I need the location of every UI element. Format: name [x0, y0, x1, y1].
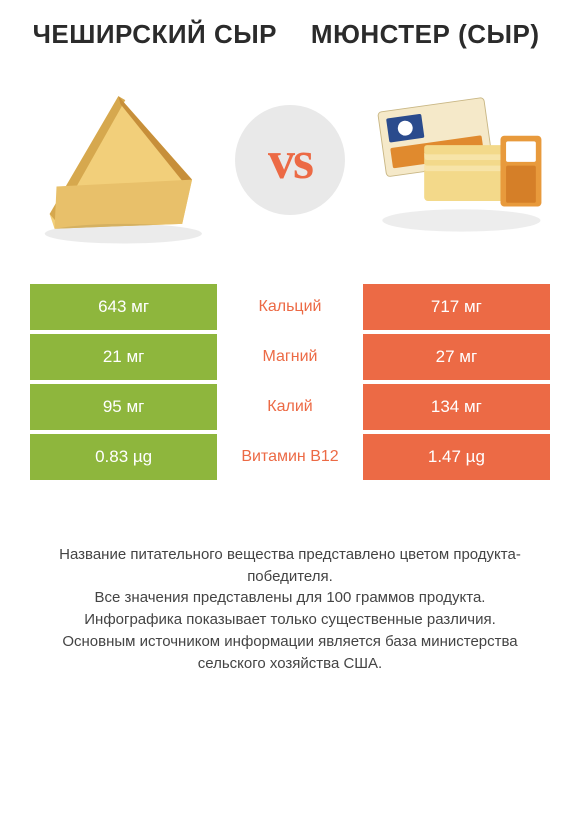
cheese-wedge-icon — [30, 75, 207, 245]
nutrient-name-cell: Витамин B12 — [217, 434, 363, 480]
left-value-cell: 95 мг — [30, 384, 217, 430]
left-product-image — [30, 75, 207, 245]
table-row: 21 мгМагний27 мг — [30, 334, 550, 380]
table-row: 0.83 µgВитамин B121.47 µg — [30, 434, 550, 480]
nutrient-name-cell: Калий — [217, 384, 363, 430]
left-value-cell: 21 мг — [30, 334, 217, 380]
comparison-table: 643 мгКальций717 мг21 мгМагний27 мг95 мг… — [30, 280, 550, 484]
packaged-cheese-icon — [373, 75, 550, 245]
left-product-title: ЧЕШИРСКИЙ СЫР — [30, 20, 280, 50]
right-value-cell: 717 мг — [363, 284, 550, 330]
right-value-cell: 134 мг — [363, 384, 550, 430]
vs-text: vs — [268, 129, 312, 191]
table-row: 95 мгКалий134 мг — [30, 384, 550, 430]
left-value-cell: 0.83 µg — [30, 434, 217, 480]
right-value-cell: 1.47 µg — [363, 434, 550, 480]
right-product-image — [373, 75, 550, 245]
comparison-infographic: ЧЕШИРСКИЙ СЫР МЮНСТЕР (СЫР) vs — [0, 0, 580, 814]
nutrient-name-cell: Кальций — [217, 284, 363, 330]
right-value-cell: 27 мг — [363, 334, 550, 380]
footnote-text: Название питательного вещества представл… — [30, 544, 550, 675]
right-product-title: МЮНСТЕР (СЫР) — [300, 20, 550, 50]
titles-row: ЧЕШИРСКИЙ СЫР МЮНСТЕР (СЫР) — [30, 20, 550, 50]
nutrient-name-cell: Магний — [217, 334, 363, 380]
table-row: 643 мгКальций717 мг — [30, 284, 550, 330]
left-value-cell: 643 мг — [30, 284, 217, 330]
vs-badge: vs — [235, 105, 345, 215]
images-row: vs — [30, 60, 550, 260]
